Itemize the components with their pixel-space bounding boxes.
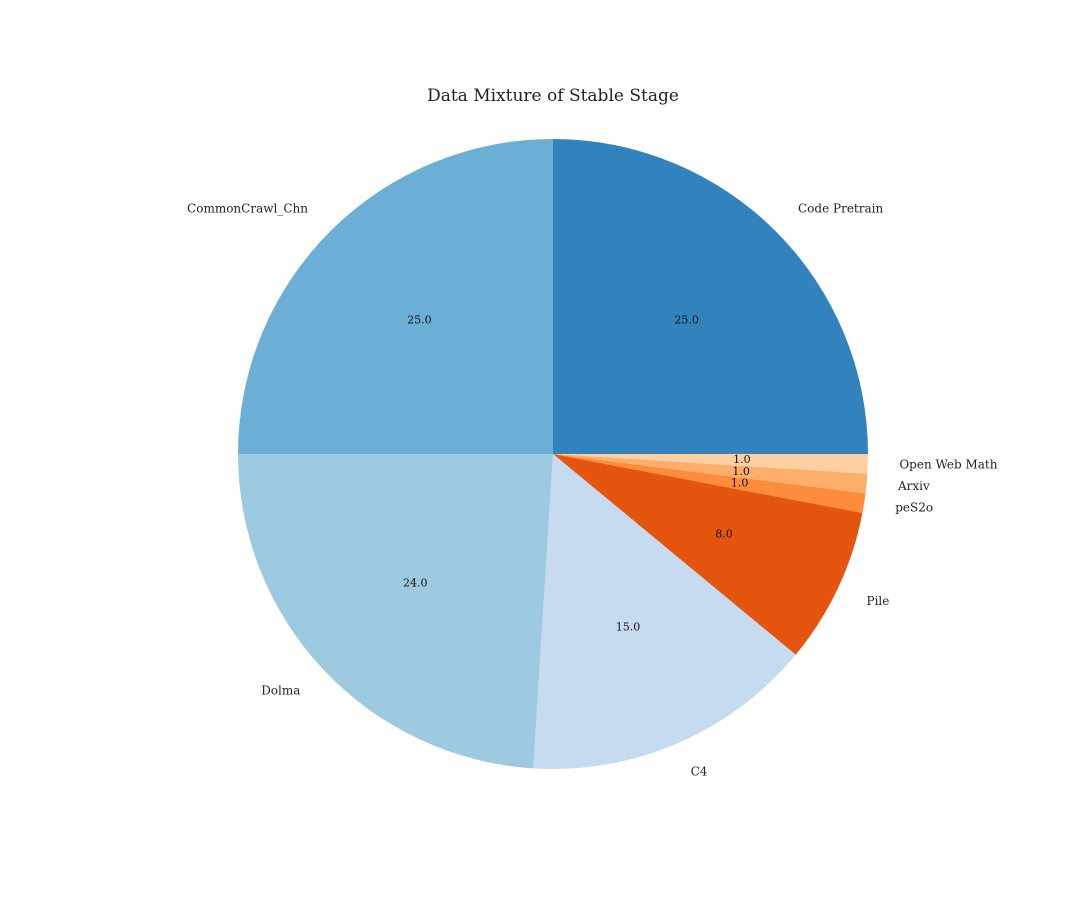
pie-slice-pile (553, 454, 863, 655)
slice-value-open-web-math: 1.0 (733, 453, 751, 466)
slice-label-pes2o: peS2o (895, 501, 933, 515)
pie-slice-open-web-math (553, 454, 868, 474)
pie-slice-commoncrawl-chn (238, 139, 553, 454)
slice-value-code-pretrain: 25.0 (674, 313, 699, 326)
slice-value-pes2o: 1.0 (731, 477, 749, 490)
slice-label-arxiv: Arxiv (897, 479, 930, 493)
pie-labels: Code Pretrain 25.0 Open Web Math 1.0 Arxiv 1.… (187, 201, 998, 778)
pie-slices (238, 139, 868, 770)
slice-label-pile: Pile (867, 594, 890, 608)
pie-slice-code-pretrain (553, 139, 868, 454)
pie-slice-dolma (238, 454, 553, 769)
slice-label-c4: C4 (691, 765, 708, 779)
pie-slice-pes2o (553, 454, 866, 514)
slice-value-c4: 15.0 (616, 620, 641, 633)
pie-slice-c4 (533, 454, 796, 770)
slice-label-commoncrawl-chn: CommonCrawl_Chn (187, 201, 308, 215)
slice-value-pile: 8.0 (715, 527, 733, 540)
slice-value-commoncrawl-chn: 25.0 (407, 313, 432, 326)
slice-value-dolma: 24.0 (403, 576, 428, 589)
slice-value-arxiv: 1.0 (732, 465, 750, 478)
slice-label-dolma: Dolma (261, 684, 300, 698)
slice-label-code-pretrain: Code Pretrain (798, 201, 883, 215)
slice-label-open-web-math: Open Web Math (899, 457, 997, 471)
chart-title: Data Mixture of Stable Stage (427, 86, 679, 106)
pie-slice-arxiv (553, 454, 868, 494)
